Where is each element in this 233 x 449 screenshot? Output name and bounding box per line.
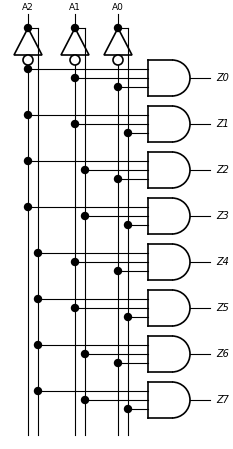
Circle shape xyxy=(82,396,89,404)
Text: Z4: Z4 xyxy=(216,257,229,267)
Text: A1: A1 xyxy=(69,4,81,13)
Circle shape xyxy=(34,250,41,256)
Circle shape xyxy=(72,120,79,128)
Circle shape xyxy=(70,55,80,65)
Text: Z6: Z6 xyxy=(216,349,229,359)
Circle shape xyxy=(34,342,41,348)
Circle shape xyxy=(24,203,31,211)
Circle shape xyxy=(82,167,89,173)
Circle shape xyxy=(114,268,121,274)
Circle shape xyxy=(34,387,41,395)
Text: Z0: Z0 xyxy=(216,73,229,83)
Text: Z7: Z7 xyxy=(216,395,229,405)
Circle shape xyxy=(24,25,31,31)
Circle shape xyxy=(114,360,121,366)
Circle shape xyxy=(114,176,121,182)
Circle shape xyxy=(24,158,31,164)
Text: A0: A0 xyxy=(112,4,124,13)
Circle shape xyxy=(82,212,89,220)
Circle shape xyxy=(114,84,121,91)
Text: Z2: Z2 xyxy=(216,165,229,175)
Circle shape xyxy=(124,405,131,413)
Circle shape xyxy=(72,25,79,31)
Circle shape xyxy=(23,55,33,65)
Text: Z3: Z3 xyxy=(216,211,229,221)
Circle shape xyxy=(124,129,131,136)
Text: Z5: Z5 xyxy=(216,303,229,313)
Circle shape xyxy=(34,295,41,303)
Circle shape xyxy=(24,111,31,119)
Circle shape xyxy=(72,304,79,312)
Circle shape xyxy=(82,351,89,357)
Text: Z1: Z1 xyxy=(216,119,229,129)
Circle shape xyxy=(72,259,79,265)
Text: A2: A2 xyxy=(22,4,34,13)
Circle shape xyxy=(124,313,131,321)
Circle shape xyxy=(24,66,31,72)
Circle shape xyxy=(124,221,131,229)
Circle shape xyxy=(72,75,79,82)
Circle shape xyxy=(113,55,123,65)
Circle shape xyxy=(114,25,121,31)
